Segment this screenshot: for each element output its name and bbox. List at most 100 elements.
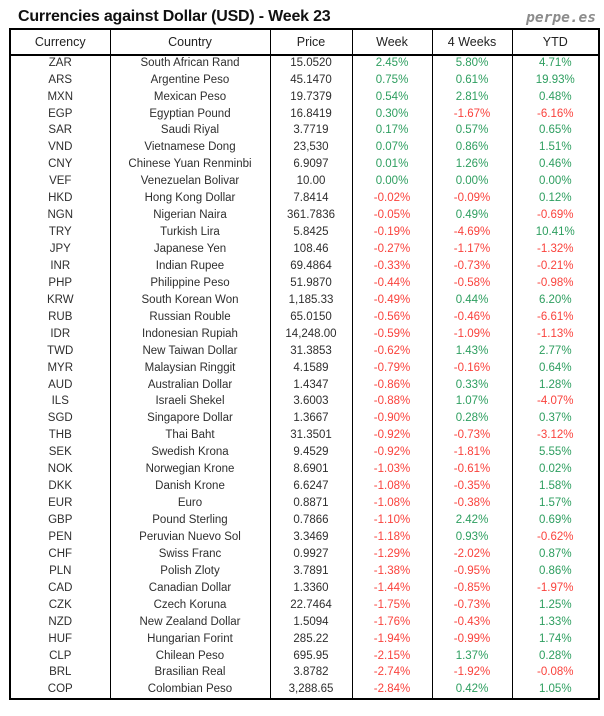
week-change-cell: 0.75% [351, 71, 432, 89]
table-row: JPY Japanese Yen 108.46 -0.27% -1.17% -1.32% [10, 241, 599, 259]
ytd-change-cell: 0.28% [511, 647, 599, 665]
ytd-change-cell: -0.98% [511, 275, 599, 293]
four-weeks-change-cell: -0.46% [431, 309, 512, 326]
four-weeks-change-cell: 5.80% [431, 55, 512, 72]
week-change-cell: -0.59% [351, 326, 432, 343]
ytd-change-cell: 2.77% [511, 342, 599, 360]
currency-code-cell: NZD [48, 615, 73, 628]
table-row: MXN Mexican Peso 19.7379 0.54% 2.81% 0.48% [10, 88, 599, 106]
ytd-change-cell: -0.08% [511, 664, 599, 682]
country-cell: Indian Rupee [109, 258, 270, 276]
table-row: ZAR South African Rand 15.0520 2.45% 5.80% 4.… [10, 55, 599, 72]
currency-code-cell: EUR [48, 497, 73, 510]
country-cell: Argentine Peso [109, 71, 270, 89]
currency-code-cell: HKD [48, 192, 73, 205]
table-body: ZAR South African Rand 15.0520 2.45% 5.80% 4.… [10, 55, 599, 699]
price-cell: 1,185.33 [269, 292, 352, 310]
table-row: MYR Malaysian Ringgit 4.1589 -0.79% -0.16% 0.… [10, 359, 599, 377]
currency-code-cell: CZK [48, 598, 72, 611]
table-row: HUF Hungarian Forint 285.22 -1.94% -0.99% 1.7… [10, 630, 599, 648]
price-cell: 1.4347 [269, 376, 352, 394]
currency-code-cell: NGN [47, 209, 74, 222]
country-cell: Singapore Dollar [109, 410, 270, 428]
four-weeks-change-cell: 0.49% [431, 207, 512, 225]
price-cell: 5.8425 [269, 224, 352, 242]
four-weeks-change-cell: -1.81% [431, 444, 512, 462]
price-cell: 3.6003 [269, 393, 352, 411]
header-row: Currency Country Price Week 4 Weeks YTD [10, 29, 599, 56]
col-header-week: Week [351, 29, 432, 56]
table-row: ILS Israeli Shekel 3.6003 -0.88% 1.07% -4.07% [10, 393, 599, 411]
week-change-cell: -1.75% [351, 597, 432, 614]
country-cell: Canadian Dollar [109, 580, 270, 597]
price-cell: 108.46 [269, 241, 352, 259]
week-change-cell: 2.45% [351, 55, 432, 72]
table-row: VEF Venezuelan Bolivar 10.00 0.00% 0.00% 0.00… [10, 173, 599, 191]
country-cell: South Korean Won [109, 292, 270, 310]
week-change-cell: -1.08% [351, 478, 432, 496]
currency-code-cell: MXN [47, 90, 74, 103]
col-header-price: Price [269, 29, 352, 56]
four-weeks-change-cell: 0.42% [431, 681, 512, 699]
table-row: RUB Russian Rouble 65.0150 -0.56% -0.46% -6.6… [10, 309, 599, 326]
four-weeks-change-cell: -0.09% [431, 190, 512, 208]
four-weeks-change-cell: 0.61% [431, 71, 512, 89]
four-weeks-change-cell: 1.37% [431, 647, 512, 665]
country-cell: Malaysian Ringgit [109, 359, 270, 377]
country-cell: Chilean Peso [109, 647, 270, 665]
country-cell: Nigerian Naira [109, 207, 270, 225]
currency-code-cell: CNY [48, 158, 73, 171]
four-weeks-change-cell: -0.35% [431, 478, 512, 496]
country-cell: Euro [109, 495, 270, 513]
ytd-change-cell: -1.32% [511, 241, 599, 259]
ytd-change-cell: 0.65% [511, 122, 599, 140]
price-cell: 6.9097 [269, 156, 352, 174]
week-change-cell: 0.54% [351, 88, 432, 106]
ytd-change-cell: -0.62% [511, 529, 599, 547]
price-cell: 3.7891 [269, 563, 352, 581]
table-row: SAR Saudi Riyal 3.7719 0.17% 0.57% 0.65% [10, 122, 599, 140]
price-cell: 0.7866 [269, 512, 352, 530]
currency-code-cell: COP [47, 682, 73, 695]
currency-code-cell: AUD [48, 378, 73, 391]
currency-code-cell: KRW [46, 293, 74, 306]
week-change-cell: 0.30% [351, 105, 432, 123]
table-row: EUR Euro 0.8871 -1.08% -0.38% 1.57% [10, 495, 599, 513]
ytd-change-cell: 1.57% [511, 495, 599, 513]
ytd-change-cell: -1.13% [511, 326, 599, 343]
four-weeks-change-cell: -0.85% [431, 580, 512, 597]
table-header: Currency Country Price Week 4 Weeks YTD [10, 29, 599, 56]
country-cell: Hungarian Forint [109, 630, 270, 648]
currency-code-cell: PEN [48, 530, 73, 543]
country-cell: Egyptian Pound [109, 105, 270, 123]
four-weeks-change-cell: 0.00% [431, 173, 512, 191]
week-change-cell: -0.49% [351, 292, 432, 310]
ytd-change-cell: 1.28% [511, 376, 599, 394]
table-row: AUD Australian Dollar 1.4347 -0.86% 0.33% 1.2… [10, 376, 599, 394]
table-row: BRL Brasilian Real 3.8782 -2.74% -1.92% -0.08… [10, 664, 599, 682]
ytd-change-cell: -4.07% [511, 393, 599, 411]
price-cell: 361.7836 [269, 207, 352, 225]
table-row: GBP Pound Sterling 0.7866 -1.10% 2.42% 0.69% [10, 512, 599, 530]
price-cell: 51.9870 [269, 275, 352, 293]
price-cell: 3.8782 [269, 664, 352, 682]
country-cell: Venezuelan Bolivar [109, 173, 270, 191]
col-header-ytd: YTD [511, 29, 599, 56]
price-cell: 10.00 [269, 173, 352, 191]
table-row: CNY Chinese Yuan Renminbi 6.9097 0.01% 1.26%… [10, 156, 599, 174]
ytd-change-cell: 5.55% [511, 444, 599, 462]
four-weeks-change-cell: -0.73% [431, 597, 512, 614]
ytd-change-cell: 4.71% [511, 55, 599, 72]
ytd-change-cell: 0.12% [511, 190, 599, 208]
price-cell: 1.3360 [269, 580, 352, 597]
country-cell: Russian Rouble [109, 309, 270, 326]
table-row: CHF Swiss Franc 0.9927 -1.29% -2.02% 0.87% [10, 546, 599, 564]
currency-code-cell: VND [48, 141, 73, 154]
brand-logo: perpe.es [526, 10, 596, 26]
country-cell: Pound Sterling [109, 512, 270, 530]
ytd-change-cell: 1.33% [511, 613, 599, 631]
currency-code-cell: MYR [47, 361, 74, 374]
currency-code-cell: RUB [48, 310, 73, 323]
table-row: NGN Nigerian Naira 361.7836 -0.05% 0.49% -0.6… [10, 207, 599, 225]
price-cell: 14,248.00 [269, 326, 352, 343]
